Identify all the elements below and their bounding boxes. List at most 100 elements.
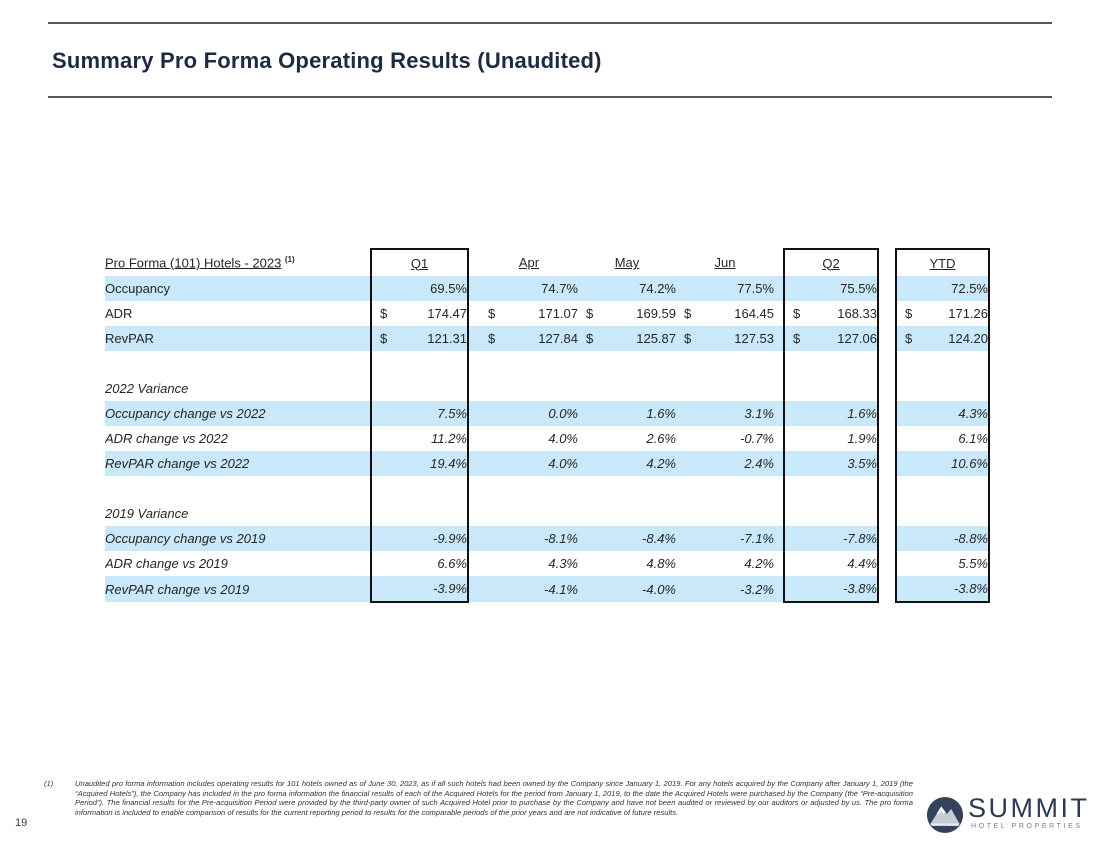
spacer-cell [578,501,676,526]
value-text: 121.31 [427,331,467,346]
value-text: 127.53 [734,331,774,346]
col-header-text: YTD [929,255,956,271]
row-label: ADR change vs 2022 [105,431,228,446]
value-cell: 1.6% [578,401,676,426]
value-cell: -0.7% [740,431,774,446]
col-header-jun: Jun [676,249,774,276]
footnote-ref: (1) [284,254,295,264]
spacer-cell [468,376,480,401]
spacer-cell [895,476,990,501]
section-header-row-2019: 2019 Variance [105,501,990,526]
value-cell: $127.53 [676,326,774,351]
spacer-cell [468,351,480,376]
value-cell: -3.2% [676,576,774,602]
spacer-cell [774,451,784,476]
table-header-row: Pro Forma (101) Hotels - 2023 (1) Q1 Apr… [105,248,990,276]
spacer-cell [774,401,784,426]
value-cell: 74.2% [578,276,676,301]
col-header-ytd: YTD [895,248,990,276]
spacer-cell [370,376,469,401]
value-cell: $125.87 [578,326,676,351]
section-header: 2019 Variance [105,506,189,521]
table-spacer-row [105,351,990,376]
logo-tagline: HOTEL PROPERTIES [971,823,1083,830]
value-cell: 4.2% [578,451,676,476]
value-cell: 6.6% [370,551,469,576]
row-label: Occupancy [105,276,371,301]
value-text: 169.59 [636,306,676,321]
row-label: Occupancy change vs 2022 [105,401,371,426]
table-row-occupancy-change-2019: Occupancy change vs 2019 -9.9% -8.1% -8.… [105,526,990,551]
table-row-adr-change-2019: ADR change vs 2019 6.6% 4.3% 4.8% 4.2% 4… [105,551,990,576]
spacer-cell [774,551,784,576]
spacer-cell [895,351,990,376]
value-cell: $169.59 [578,301,676,326]
spacer-cell [468,526,480,551]
row-label: RevPAR [105,326,371,351]
currency-symbol: $ [684,331,692,346]
spacer-cell [774,526,784,551]
value-cell: $171.07 [480,301,578,326]
value-cell: 2.6% [646,431,676,446]
spacer-cell [878,249,896,276]
spacer-cell [468,451,480,476]
value-cell: 5.5% [895,551,990,576]
value-cell: $121.31 [370,326,469,351]
spacer-cell [578,476,676,501]
value-text: 127.84 [538,331,578,346]
currency-symbol: $ [793,331,801,346]
value-text: 124.20 [948,331,988,346]
value-cell: 74.7% [480,276,578,301]
spacer-cell [878,301,896,326]
col-header-q2: Q2 [783,248,879,276]
value-cell: -8.1% [480,526,578,551]
spacer-cell [774,426,784,451]
table-row-revpar-change-2019: RevPAR change vs 2019 -3.9% -4.1% -4.0% … [105,576,990,603]
value-text: 171.07 [538,306,578,321]
value-cell: -4.1% [480,576,578,602]
value-cell: $168.33 [783,301,879,326]
row-label: RevPAR change vs 2019 [105,576,371,602]
row-label: RevPAR change vs 2022 [105,451,371,476]
spacer-cell [578,351,676,376]
value-cell: 1.6% [783,401,879,426]
value-cell: 75.5% [783,276,879,301]
spacer-cell [878,426,896,451]
value-cell: 3.1% [676,401,774,426]
value-cell: 6.1% [895,426,990,451]
spacer-cell [878,376,896,401]
spacer-cell [783,476,879,501]
value-cell: -8.8% [895,526,990,551]
spacer-cell [895,376,990,401]
page-number: 19 [15,817,28,829]
spacer-cell [878,326,896,351]
value-cell: 69.5% [370,276,469,301]
spacer-cell [468,249,480,276]
spacer-cell [878,351,896,376]
company-logo: SUMMIT HOTEL PROPERTIES [926,793,1087,842]
table-row-revpar: RevPAR $121.31 $127.84 $125.87 $127.53 $… [105,326,990,351]
spacer-cell [783,501,879,526]
currency-symbol: $ [380,306,388,321]
value-cell: -3.8% [783,576,879,603]
spacer-cell [370,351,469,376]
pro-forma-results-table: Pro Forma (101) Hotels - 2023 (1) Q1 Apr… [105,248,990,603]
value-cell: 11.2% [370,426,469,451]
value-cell: 4.0% [480,451,578,476]
spacer-cell [774,249,784,276]
table-title: Pro Forma (101) Hotels - 2023 [105,255,282,271]
spacer-cell [774,351,784,376]
spacer-cell [468,326,480,351]
value-cell: 4.8% [646,556,676,571]
currency-symbol: $ [793,306,801,321]
spacer-cell [774,476,784,501]
value-cell: $127.06 [783,326,879,351]
value-text: 127.06 [837,331,877,346]
table-row-revpar-change-2022: RevPAR change vs 2022 19.4% 4.0% 4.2% 2.… [105,451,990,476]
table-row-occupancy-change-2022: Occupancy change vs 2022 7.5% 0.0% 1.6% … [105,401,990,426]
spacer-cell [774,301,784,326]
value-text: 174.47 [427,306,467,321]
spacer-cell [878,451,896,476]
spacer-cell [578,376,676,401]
spacer-cell [774,326,784,351]
